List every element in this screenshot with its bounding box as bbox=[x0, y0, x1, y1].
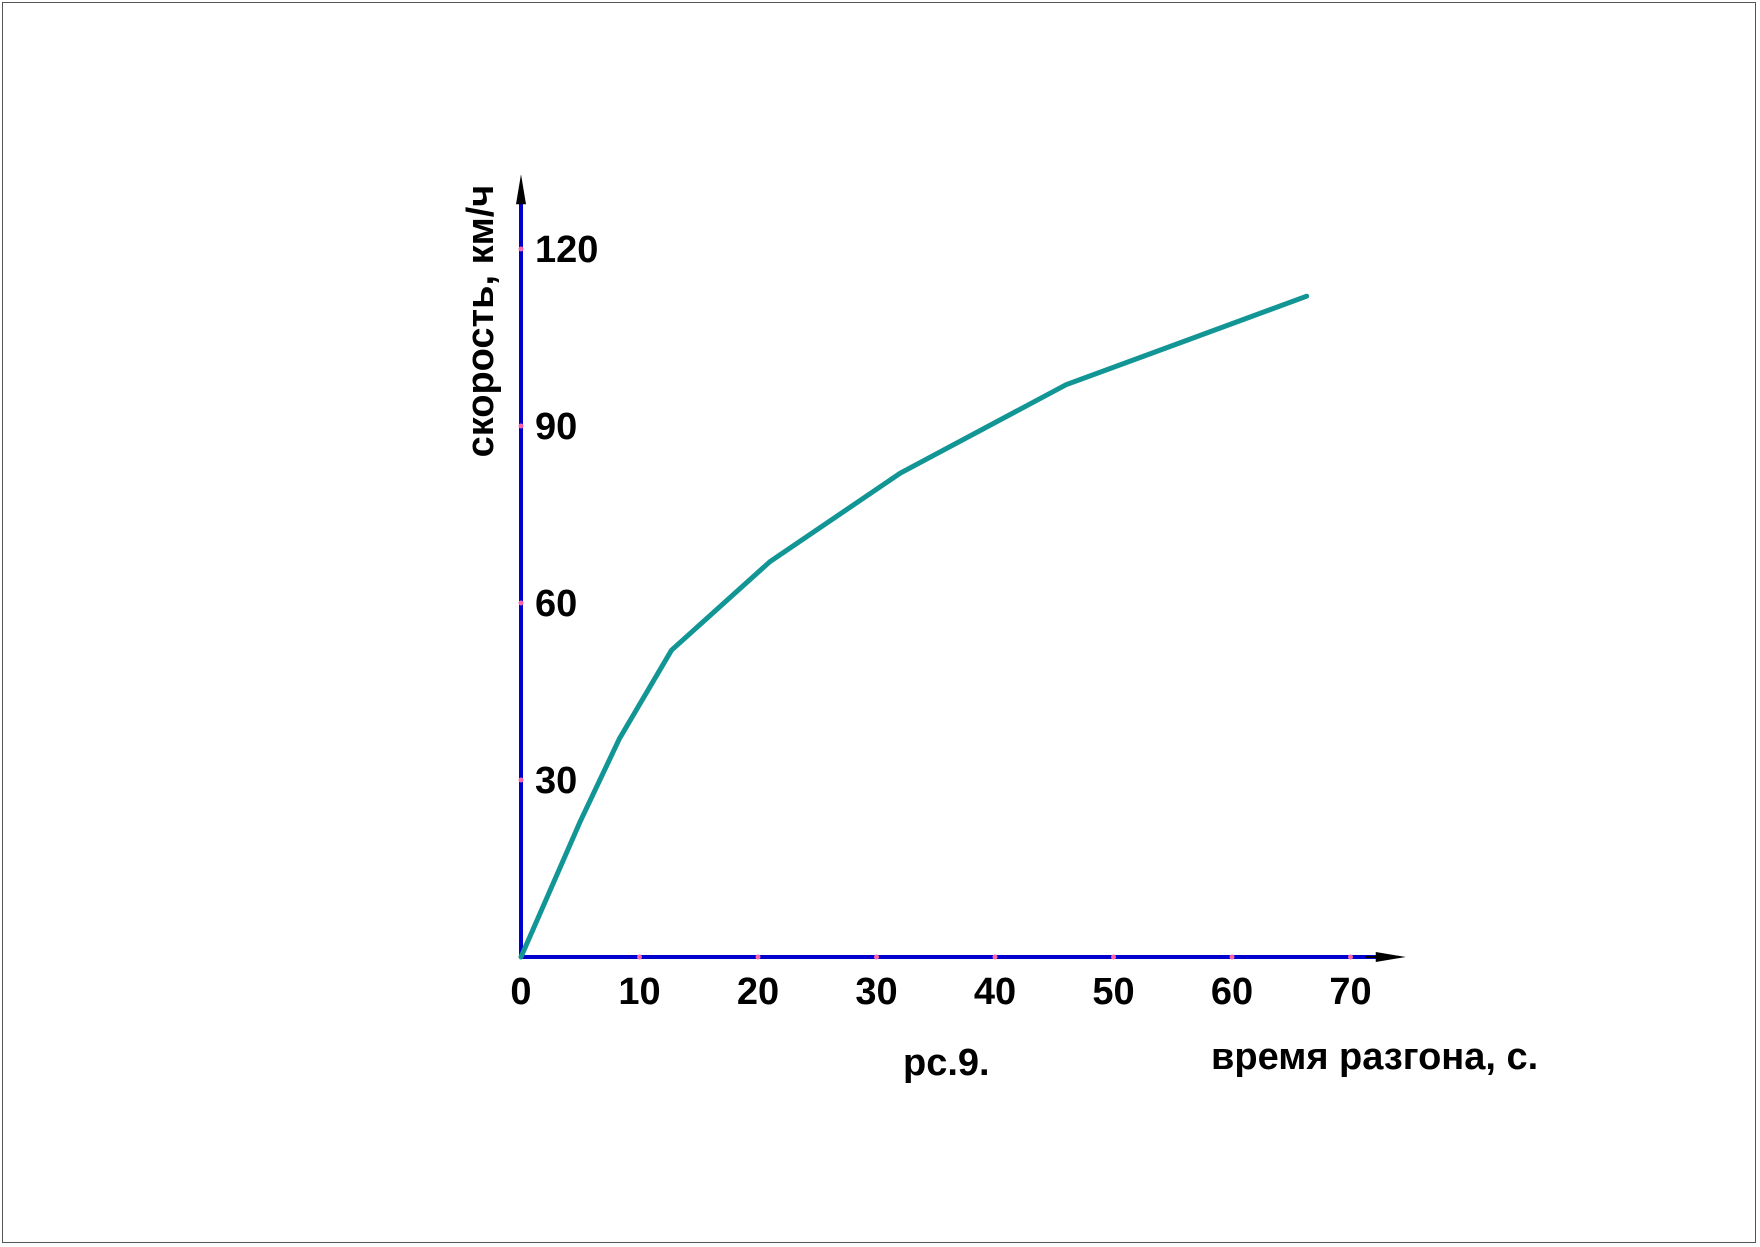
x-tick-label: 10 bbox=[618, 971, 660, 1013]
x-tick-label: 60 bbox=[1211, 971, 1253, 1013]
x-tick-label: 50 bbox=[1092, 971, 1134, 1013]
y-tick-mark bbox=[518, 423, 524, 429]
axes bbox=[516, 174, 1406, 962]
y-tick-mark bbox=[518, 246, 524, 252]
tick-marks bbox=[518, 246, 1353, 960]
y-axis-label: скорость, км/ч bbox=[460, 185, 502, 458]
y-tick-label: 120 bbox=[535, 229, 598, 271]
y-tick-label: 60 bbox=[535, 583, 577, 625]
x-tick-label: 30 bbox=[855, 971, 897, 1013]
x-axis-arrow bbox=[1375, 952, 1406, 962]
x-tick-mark bbox=[874, 954, 879, 960]
x-tick-mark bbox=[755, 954, 761, 960]
y-tick-mark bbox=[518, 777, 524, 783]
x-tick-label: 70 bbox=[1329, 971, 1371, 1013]
y-tick-mark bbox=[518, 600, 524, 606]
series-layer bbox=[518, 293, 1310, 960]
x-tick-label: 40 bbox=[974, 971, 1016, 1013]
x-tick-label: 20 bbox=[737, 971, 779, 1013]
figure-caption: рс.9. bbox=[903, 1042, 990, 1084]
y-tick-label: 30 bbox=[535, 760, 577, 802]
x-tick-mark bbox=[992, 954, 998, 960]
series-line bbox=[518, 293, 1310, 960]
tick-labels: 0 10 20 30 40 50 60 70 30 60 90 120 bbox=[510, 229, 1371, 1013]
y-axis-arrow bbox=[516, 174, 526, 205]
x-tick-mark bbox=[637, 954, 642, 960]
x-tick-mark bbox=[1229, 954, 1235, 960]
y-tick-label: 90 bbox=[535, 406, 577, 448]
x-axis-label: время разгона, с. bbox=[1211, 1036, 1538, 1078]
x-tick-label: 0 bbox=[510, 971, 531, 1013]
x-tick-mark bbox=[1348, 954, 1353, 960]
x-tick-mark bbox=[1111, 954, 1116, 960]
